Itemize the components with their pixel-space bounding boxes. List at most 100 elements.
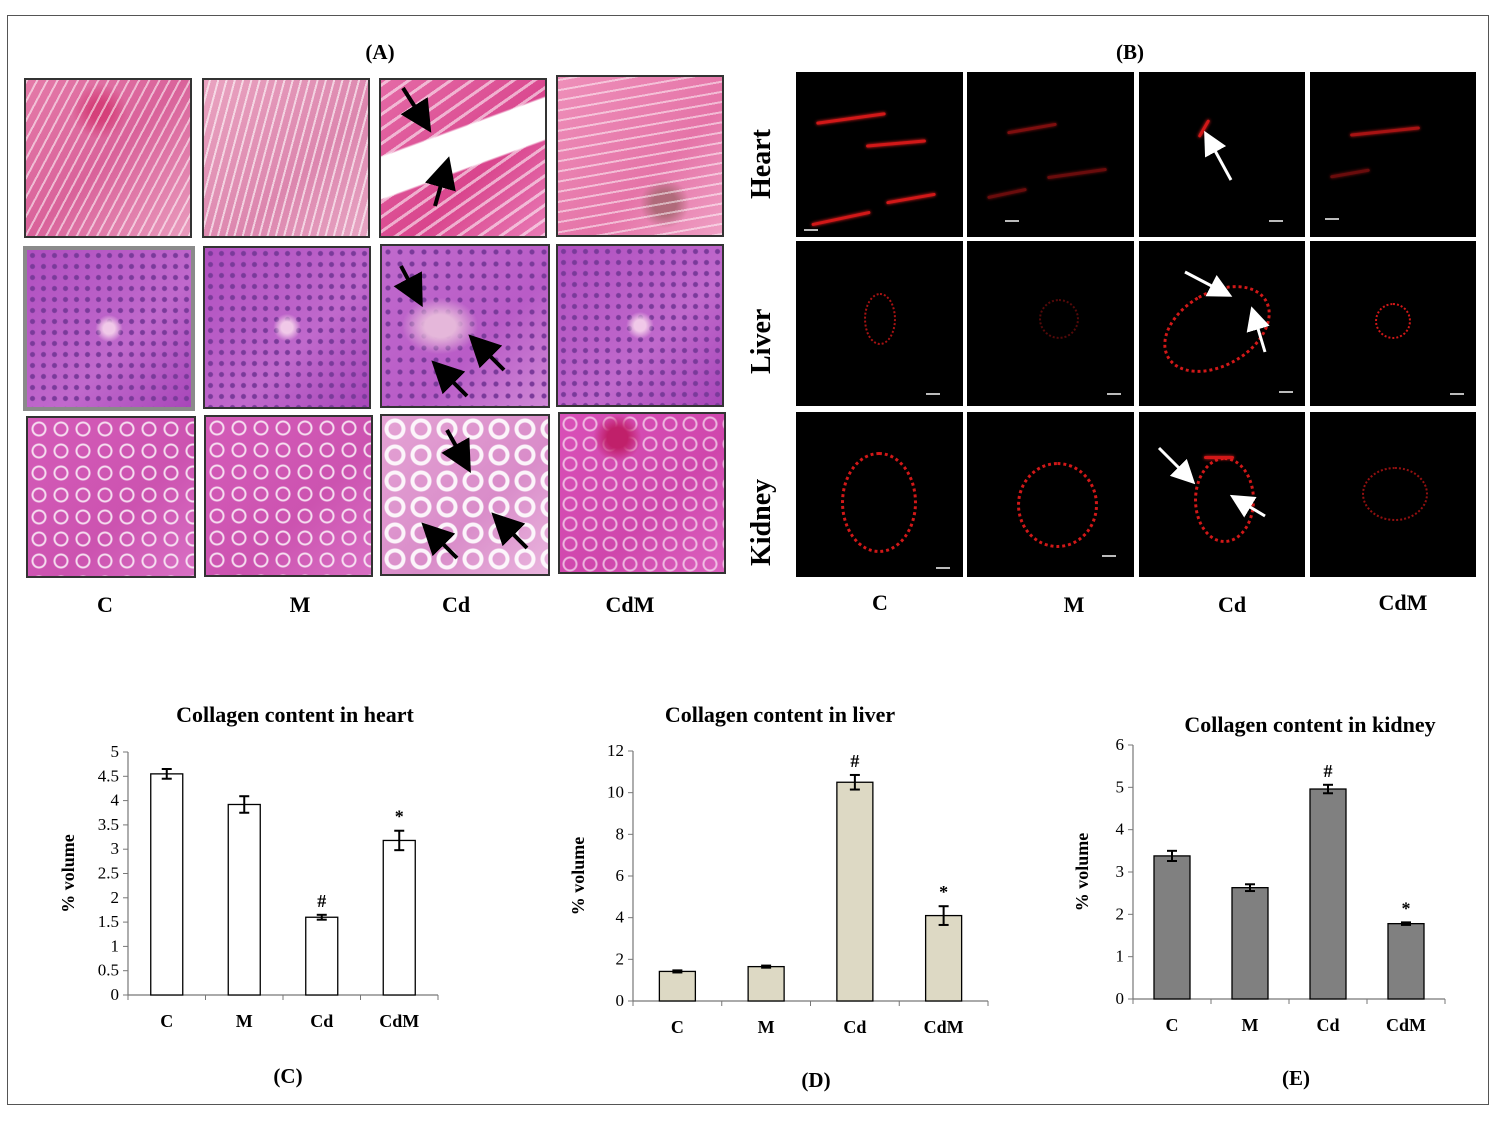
y-tick-label: 5 [111,742,120,761]
fl-kidney-cd [1139,412,1305,577]
x-tick-label: M [1242,1015,1259,1035]
bar [305,916,339,996]
y-tick-label: 3 [1116,862,1125,881]
row-label-kidney: Kidney [746,478,777,566]
arrow-icon [441,429,471,473]
bar [836,781,874,1002]
b-col-label-cdm: CdM [1378,590,1428,615]
y-tick-label: 0 [616,991,625,1010]
figure-frame [7,15,1489,1105]
arrow-icon [421,522,459,560]
bar [747,965,785,1002]
y-tick-label: 2 [1116,904,1125,923]
x-tick-label: M [758,1017,775,1037]
y-axis-label: % volume [58,834,78,913]
x-tick-label: CdM [1386,1015,1426,1035]
bar [1153,855,1191,1000]
y-tick-label: 6 [1116,735,1125,754]
bar [150,773,184,996]
y-tick-label: 3 [111,839,120,858]
fl-heart-cdm [1310,72,1476,237]
y-tick-label: 4 [111,791,120,810]
fl-kidney-m [967,412,1134,577]
panel-label-b: (B) [1116,40,1144,64]
panel-label-a: (A) [365,40,395,64]
fl-kidney-cdm [1310,412,1476,577]
arrow-icon [425,156,456,207]
significance-mark: * [395,807,404,827]
y-tick-label: 0.5 [98,961,119,980]
y-tick-label: 12 [607,741,624,760]
chart-liver: 0 2 4 6 8 10 12 % volume C M # Cd * CdM [568,741,989,1037]
y-tick-label: 4.5 [98,766,119,785]
y-axis-label: % volume [568,837,588,916]
y-tick-label: 1.5 [98,912,119,931]
fl-heart-m [967,72,1134,237]
significance-mark: # [1324,761,1333,781]
white-arrows-overlay [1157,130,1270,518]
a-col-label-cdm: CdM [605,592,655,617]
x-tick-label: Cd [1316,1015,1339,1035]
x-tick-label: C [160,1011,173,1031]
a-col-label-m: M [289,592,311,617]
he-kidney-m [204,415,373,577]
y-axis-label: % volume [1072,833,1092,912]
panel-label-d: (D) [801,1068,831,1092]
x-tick-label: Cd [843,1017,866,1037]
fl-kidney-c [796,412,963,577]
arrow-icon [393,265,423,308]
bar [382,839,416,996]
fl-liver-cdm [1310,241,1476,406]
panel-label-c: (C) [273,1064,303,1088]
arrow-icon [1246,306,1270,353]
black-arrows-overlay [393,86,529,560]
x-tick-label: C [671,1017,684,1037]
a-col-label-c: C [97,592,113,617]
arrow-icon [468,334,506,372]
bar [1231,887,1269,1000]
arrow-icon [1184,270,1233,297]
b-col-label-c: C [872,590,888,615]
significance-mark: # [850,751,859,771]
fl-heart-c [796,72,963,237]
y-tick-label: 3.5 [98,815,119,834]
y-tick-label: 2 [111,888,120,907]
bar [924,914,963,1002]
fl-liver-c [796,241,963,406]
chart-heart: 0 0.5 1 1.5 2 2.5 3 3.5 4 4.5 5 % volume C M # Cd * CdM [58,742,439,1031]
bar [1387,922,1425,1000]
chart-title-kidney: Collagen content in kidney [1184,712,1436,737]
chart-title-heart: Collagen content in heart [176,702,414,727]
arrow-icon [400,86,432,133]
he-liver-cdm [556,244,724,407]
arrow-icon [491,512,529,550]
arrow-icon [1157,446,1196,485]
y-tick-label: 5 [1116,777,1125,796]
arrow-icon [1229,494,1266,518]
panel-label-e: (E) [1282,1066,1310,1090]
y-tick-label: 2.5 [98,864,119,883]
he-kidney-c [26,416,196,578]
y-tick-label: 2 [616,949,625,968]
row-label-heart: Heart [746,129,777,199]
a-col-label-cd: Cd [441,592,471,617]
y-tick-label: 6 [616,866,625,885]
bar [658,970,697,1002]
bar [227,803,261,996]
chart-title-liver: Collagen content in liver [664,702,896,727]
significance-mark: * [939,882,948,902]
arrow-icon [431,360,469,398]
he-kidney-cdm [558,412,726,574]
x-tick-label: Cd [310,1011,333,1031]
b-col-label-m: M [1063,592,1085,617]
significance-mark: # [317,891,326,911]
fl-liver-cd [1139,241,1305,406]
he-heart-m [202,78,370,238]
y-tick-label: 10 [607,783,624,802]
x-tick-label: M [236,1011,253,1031]
y-tick-label: 4 [1116,820,1125,839]
y-tick-label: 1 [1116,947,1125,966]
x-tick-label: C [1166,1015,1179,1035]
row-label-liver: Liver [746,308,777,374]
bar [1309,788,1347,1000]
